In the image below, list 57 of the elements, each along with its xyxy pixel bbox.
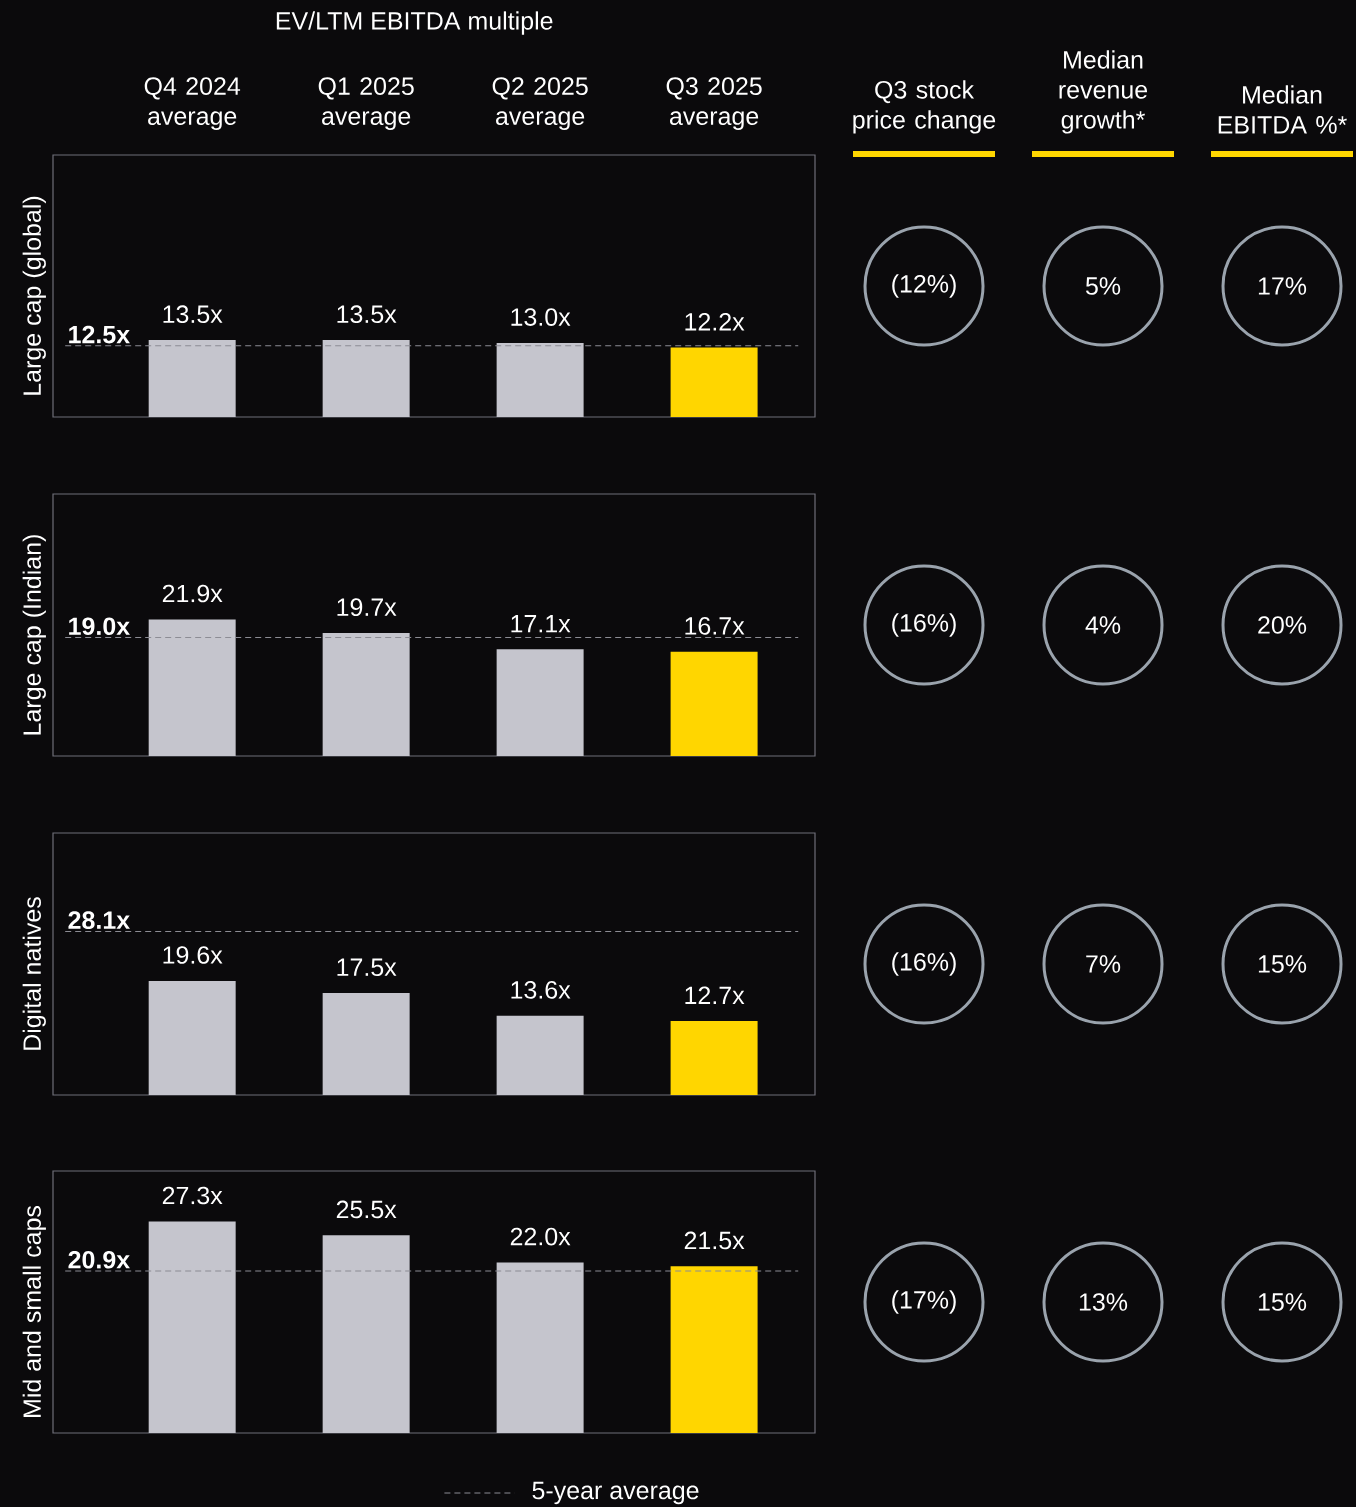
y-axis-title: Mid and small caps [22, 1205, 46, 1417]
ref-line-label: 19.0x [69, 617, 130, 636]
text: 5% [1085, 277, 1121, 295]
data-label: 12.7x [685, 986, 745, 1004]
data-label: 27.3x [162, 1186, 223, 1205]
x-tick-label: Q3 2025 average [666, 77, 762, 130]
text: 4% [1085, 616, 1121, 634]
data-label: 25.5x [336, 1200, 397, 1219]
text: (17%) [892, 1290, 956, 1314]
data-label: 13.5x [163, 305, 223, 324]
text: 15% [1258, 955, 1307, 973]
data-label: 13.0x [511, 308, 571, 326]
bar [670, 1021, 758, 1096]
chart-title: EV/LTM EBITDA multiple [276, 11, 553, 35]
text: (16%) [892, 613, 956, 637]
bar [322, 1235, 410, 1434]
bar [148, 619, 236, 757]
y-axis-title: Digital natives [22, 897, 46, 1050]
data-label: 17.1x [511, 615, 571, 633]
data-label: 13.5x [337, 305, 397, 324]
category-label: Median EBITDA %* [1218, 85, 1347, 134]
text: 15% [1258, 1293, 1307, 1311]
bar [148, 980, 236, 1096]
bar [496, 1015, 584, 1096]
data-label: 17.5x [337, 958, 397, 977]
bar [322, 993, 410, 1096]
bar [148, 1221, 236, 1434]
data-label: 12.2x [685, 313, 745, 331]
data-label: 21.9x [162, 584, 223, 603]
text: 17% [1258, 277, 1307, 295]
category-label: Median revenue growth* [1059, 50, 1148, 134]
data-label: 16.7x [685, 617, 745, 635]
text: 20% [1258, 616, 1307, 634]
bar [670, 1266, 758, 1434]
x-tick-label: Q1 2025 average [318, 77, 414, 130]
bar [496, 649, 584, 757]
data-label: 13.6x [511, 981, 571, 999]
text: (16%) [892, 952, 956, 976]
x-tick-label: Q2 2025 average [492, 77, 588, 130]
text: 5-year average [532, 1481, 699, 1505]
ref-line-label: 12.5x [69, 325, 130, 344]
text: 13% [1079, 1293, 1128, 1311]
ref-line-label: 28.1x [68, 911, 130, 930]
bar [670, 651, 758, 757]
bar [322, 633, 410, 757]
bar [496, 1262, 584, 1434]
data-label: 19.6x [163, 946, 223, 964]
data-label: 22.0x [510, 1227, 571, 1246]
y-axis-title: Large cap (global) [22, 196, 46, 395]
category-label: Q3 stock price change [853, 80, 996, 134]
text: 7% [1086, 955, 1121, 973]
x-tick-label: Q4 2024 average [144, 77, 241, 130]
text: (12%) [892, 274, 956, 298]
ref-line-label: 20.9x [68, 1250, 130, 1269]
y-axis-title: Large cap (Indian) [22, 535, 46, 735]
data-label: 19.7x [337, 598, 397, 617]
data-label: 21.5x [684, 1231, 745, 1250]
